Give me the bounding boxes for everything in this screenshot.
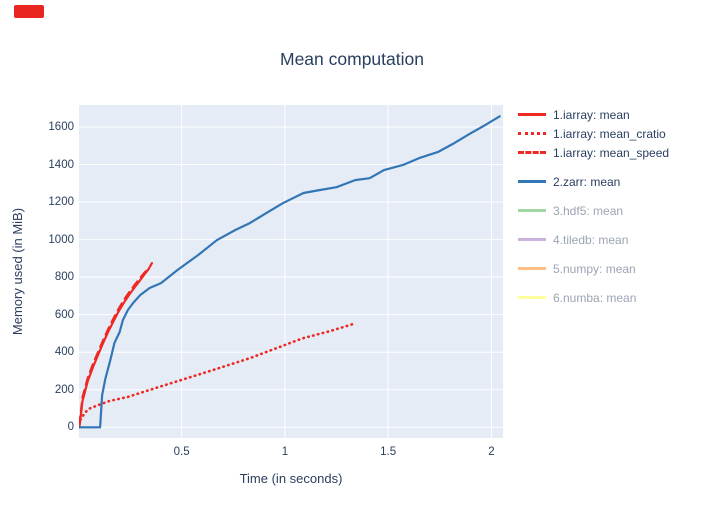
red-highlight-marker — [14, 5, 44, 18]
legend-label: 6.numba: mean — [553, 290, 637, 305]
y-tick-label: 1600 — [48, 120, 74, 133]
y-tick-label: 800 — [54, 271, 74, 284]
y-tick-label: 1000 — [48, 233, 74, 246]
plot-background — [79, 105, 503, 438]
legend-item-2-zarr-mean[interactable]: 2.zarr: mean — [518, 172, 669, 191]
legend-item-1-iarray-mean[interactable]: 1.iarray: mean — [518, 105, 669, 124]
plot-area — [79, 105, 503, 438]
x-tick-label: 2 — [488, 446, 495, 458]
plot-svg — [79, 105, 503, 438]
legend-line-swatch — [518, 113, 546, 116]
legend-label: 5.numpy: mean — [553, 261, 636, 276]
y-tick-label: 0 — [67, 421, 74, 434]
legend-label: 1.iarray: mean — [553, 107, 630, 122]
legend: 1.iarray: mean 1.iarray: mean_cratio 1.iar… — [518, 105, 669, 307]
x-tick-label: 0.5 — [173, 446, 190, 458]
chart-title: Mean computation — [280, 49, 424, 69]
x-tick-label: 1.5 — [380, 446, 397, 458]
y-tick-label: 400 — [54, 346, 74, 359]
legend-line-swatch — [518, 267, 546, 270]
legend-line-swatch — [518, 151, 546, 154]
legend-item-4-tiledb-mean[interactable]: 4.tiledb: mean — [518, 230, 669, 249]
series-line-0 — [79, 262, 154, 429]
legend-label: 4.tiledb: mean — [553, 232, 629, 247]
legend-item-6-numba-mean[interactable]: 6.numba: mean — [518, 288, 669, 307]
legend-item-1-iarray-mean-speed[interactable]: 1.iarray: mean_speed — [518, 143, 669, 162]
legend-item-1-iarray-mean-cratio[interactable]: 1.iarray: mean_cratio — [518, 124, 669, 143]
legend-label: 1.iarray: mean_speed — [553, 145, 670, 160]
series-line-3 — [79, 115, 501, 429]
y-axis-title: Memory used (in MiB) — [10, 207, 25, 336]
legend-line-swatch — [518, 132, 546, 135]
legend-line-swatch — [518, 209, 546, 212]
legend-item-3-hdf5-mean[interactable]: 3.hdf5: mean — [518, 201, 669, 220]
y-tick-label: 200 — [54, 383, 74, 396]
legend-line-swatch — [518, 296, 546, 299]
legend-label: 2.zarr: mean — [553, 174, 621, 189]
y-tick-label: 600 — [54, 308, 74, 321]
series-line-1 — [79, 322, 355, 422]
legend-label: 3.hdf5: mean — [553, 203, 624, 218]
series-line-2 — [79, 267, 151, 426]
y-tick-label: 1200 — [48, 196, 74, 209]
x-tick-label: 1 — [281, 446, 289, 458]
legend-label: 1.iarray: mean_cratio — [553, 126, 666, 141]
legend-line-swatch — [518, 238, 546, 241]
legend-item-5-numpy-mean[interactable]: 5.numpy: mean — [518, 259, 669, 278]
legend-line-swatch — [518, 180, 546, 183]
y-tick-label: 1400 — [48, 158, 74, 171]
x-axis-title: Time (in seconds) — [239, 471, 343, 486]
